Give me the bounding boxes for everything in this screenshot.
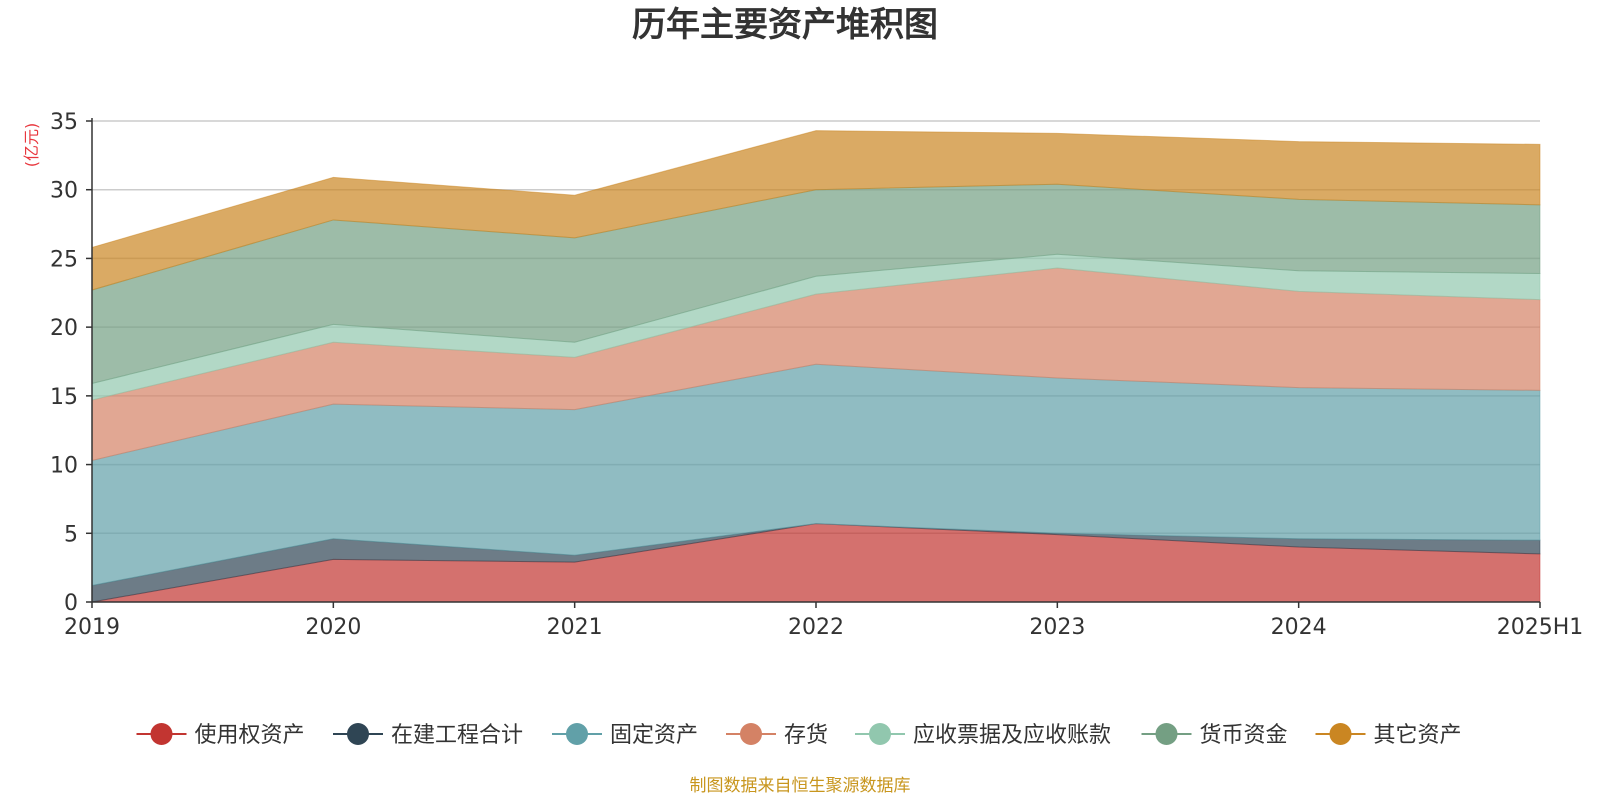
- legend-marker: [1155, 723, 1178, 745]
- legend-marker: [566, 723, 588, 745]
- y-tick-label: 5: [64, 522, 78, 547]
- legend-item-2[interactable]: 在建工程合计: [333, 723, 523, 748]
- chart-title: 历年主要资产堆积图: [632, 5, 938, 45]
- x-tick-label: 2023: [1029, 615, 1085, 640]
- area-series-group: [91, 130, 1541, 603]
- y-tick-label: 10: [50, 454, 78, 479]
- y-tick-label: 25: [50, 247, 78, 272]
- legend-item-5[interactable]: 应收票据及应收账款: [855, 723, 1111, 748]
- y-tick-label: 15: [50, 385, 78, 410]
- legend-item-1[interactable]: 使用权资产: [136, 723, 305, 748]
- x-tick-label: 2020: [305, 615, 361, 640]
- legend-marker: [869, 723, 891, 745]
- y-axis-unit-label: (亿元): [22, 123, 41, 168]
- y-tick-label: 0: [64, 591, 78, 616]
- legend-label: 其它资产: [1374, 723, 1462, 748]
- legend-label: 在建工程合计: [391, 723, 523, 748]
- axes: 0 5 10 15 20 25 30 35 2019 2020 2021 2022 2023 2024 20…: [50, 110, 1583, 640]
- legend-label: 货币资金: [1200, 723, 1288, 748]
- y-tick-label: 20: [50, 316, 78, 341]
- legend-item-4[interactable]: 存货: [726, 723, 828, 748]
- area-series-7: [91, 130, 1541, 291]
- x-tick-label: 2019: [64, 615, 120, 640]
- legend-marker: [1329, 723, 1352, 745]
- legend-item-3[interactable]: 固定资产: [552, 723, 698, 748]
- legend-marker: [740, 723, 762, 745]
- y-tick-label: 35: [50, 110, 78, 135]
- x-tick-label: 2022: [788, 615, 844, 640]
- legend-item-6[interactable]: 货币资金: [1141, 723, 1288, 748]
- legend-label: 固定资产: [610, 723, 698, 748]
- x-tick-label: 2025H1: [1497, 615, 1584, 640]
- source-note: 制图数据来自恒生聚源数据库: [690, 776, 911, 796]
- y-tick-label: 30: [50, 179, 78, 204]
- legend-marker: [150, 723, 173, 745]
- legend-label: 使用权资产: [195, 723, 305, 748]
- legend-label: 存货: [784, 723, 828, 748]
- legend-label: 应收票据及应收账款: [913, 723, 1111, 748]
- legend-marker: [347, 723, 369, 745]
- x-tick-label: 2024: [1271, 615, 1327, 640]
- x-tick-label: 2021: [547, 615, 603, 640]
- legend-item-7[interactable]: 其它资产: [1315, 723, 1462, 748]
- legend: 使用权资产 在建工程合计 固定资产 存货 应收票据及应收账款 货币资金 其它资产: [136, 723, 1462, 748]
